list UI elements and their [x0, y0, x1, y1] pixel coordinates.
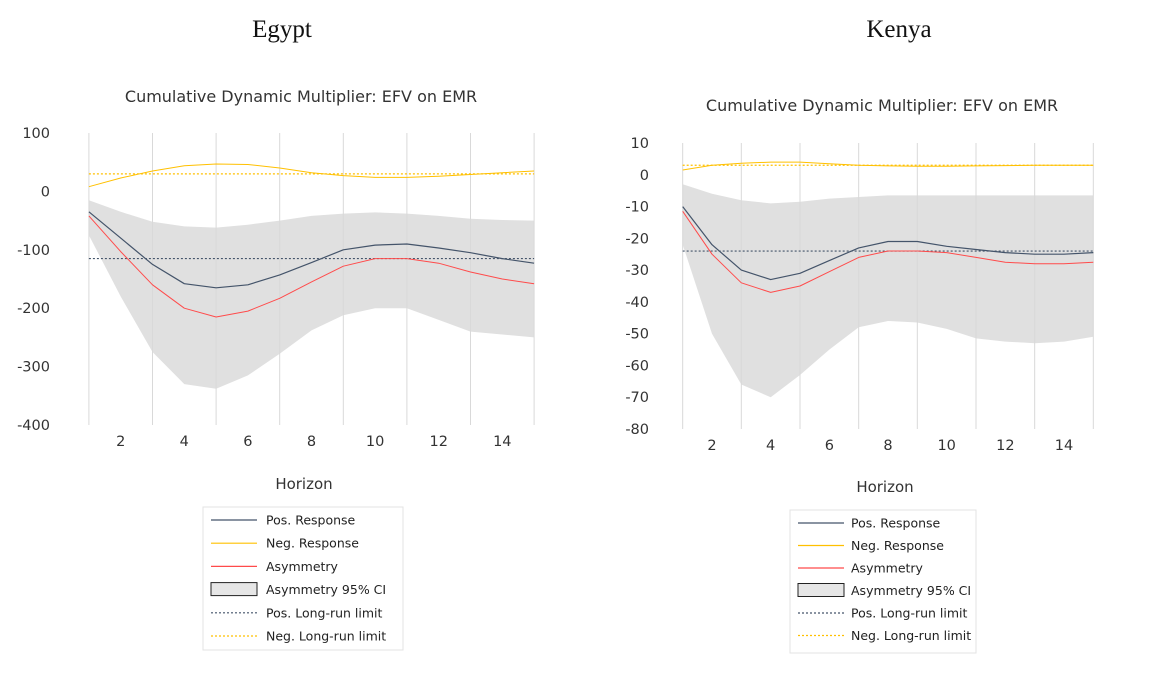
egypt-y-tick-label: -100 [17, 243, 50, 259]
egypt-x-tick-label: 10 [366, 434, 384, 450]
kenya-y-tick-label: -80 [625, 422, 649, 438]
kenya-chart-title: Cumulative Dynamic Multiplier: EFV on EM… [706, 96, 1058, 115]
kenya-legend: Pos. Response Neg. Response Asymmetry Asymm… [789, 509, 977, 654]
egypt-chart-title: Cumulative Dynamic Multiplier: EFV on EM… [125, 87, 477, 106]
egypt-y-tick-label: 0 [41, 184, 50, 200]
kenya-y-tick-label: -30 [625, 263, 649, 279]
kenya-y-tick-label: 0 [640, 168, 649, 184]
kenya-neg-response-line [682, 161, 1094, 171]
egypt-legend: Pos. Response Neg. Response Asymmetry Asymm… [202, 506, 404, 651]
egypt-y-tick-label: 100 [22, 126, 50, 142]
egypt-legend-box [202, 506, 404, 651]
egypt-x-tick-label: 2 [116, 434, 125, 450]
egypt-plot-area: 100 0 -100 -200 -300 -400 2 4 6 8 10 12 14 [17, 126, 535, 450]
egypt-legend-asymmetry-label: Asymmetry [266, 559, 339, 574]
kenya-x-tick-label: 4 [766, 438, 775, 454]
kenya-x-tick-label: 10 [937, 438, 955, 454]
kenya-legend-pos-response-label: Pos. Response [851, 516, 941, 531]
kenya-legend-neg-response-label: Neg. Response [851, 538, 944, 553]
egypt-legend-ci-label: Asymmetry 95% CI [266, 582, 386, 597]
egypt-country-title: Egypt [252, 16, 312, 43]
kenya-pos-response-line [682, 206, 1094, 281]
kenya-y-tick-label: -70 [625, 390, 649, 406]
egypt-pos-response-line [88, 211, 535, 289]
egypt-x-tick-label: 12 [429, 434, 447, 450]
kenya-y-tick-label: -40 [625, 295, 649, 311]
egypt-y-tick-label: -200 [17, 301, 50, 317]
kenya-x-tick-label: 12 [996, 438, 1014, 454]
egypt-legend-pos-long-run-label: Pos. Long-run limit [266, 605, 383, 620]
kenya-legend-asymmetry-label: Asymmetry [851, 561, 924, 576]
kenya-legend-neg-long-run-label: Neg. Long-run limit [851, 628, 971, 643]
kenya-legend-ci-swatch [797, 583, 845, 597]
egypt-x-tick-label: 4 [180, 434, 189, 450]
kenya-ci-band [682, 184, 1094, 398]
egypt-legend-ci-swatch [210, 582, 258, 597]
egypt-x-axis-label: Horizon [275, 475, 332, 493]
kenya-legend-ci-label: Asymmetry 95% CI [851, 583, 971, 598]
kenya-legend-box [789, 509, 977, 654]
egypt-legend-neg-response-label: Neg. Response [266, 536, 359, 551]
kenya-x-axis-label: Horizon [856, 478, 913, 496]
egypt-x-tick-label: 8 [307, 434, 316, 450]
kenya-x-tick-label: 8 [883, 438, 892, 454]
kenya-panel: Kenya Cumulative Dynamic Multiplier: EFV… [625, 16, 1094, 654]
egypt-y-tick-label: -300 [17, 360, 50, 376]
kenya-y-tick-label: -50 [625, 327, 649, 343]
egypt-legend-pos-response-label: Pos. Response [266, 513, 356, 528]
kenya-y-tick-label: -60 [625, 358, 649, 374]
egypt-neg-response-line [88, 163, 535, 188]
kenya-x-tick-label: 6 [825, 438, 834, 454]
kenya-y-tick-label: 10 [631, 136, 649, 152]
egypt-y-tick-label: -400 [17, 418, 50, 434]
kenya-x-tick-label: 2 [707, 438, 716, 454]
kenya-legend-pos-long-run-label: Pos. Long-run limit [851, 606, 968, 621]
egypt-legend-neg-long-run-label: Neg. Long-run limit [266, 629, 386, 644]
kenya-y-tick-label: -20 [625, 231, 649, 247]
kenya-country-title: Kenya [866, 16, 931, 43]
egypt-asymmetry-line [88, 215, 535, 318]
kenya-asymmetry-line [682, 211, 1094, 293]
egypt-x-tick-label: 6 [243, 434, 252, 450]
egypt-panel: Egypt Cumulative Dynamic Multiplier: EFV… [17, 16, 535, 651]
kenya-plot-area: 10 0 -10 -20 -30 -40 -50 -60 -70 -80 2 4 6 8 10 12 14 [625, 136, 1094, 454]
kenya-x-tick-label: 14 [1055, 438, 1073, 454]
egypt-x-tick-label: 14 [493, 434, 511, 450]
egypt-ci-band [88, 200, 535, 389]
kenya-y-tick-label: -10 [625, 200, 649, 216]
